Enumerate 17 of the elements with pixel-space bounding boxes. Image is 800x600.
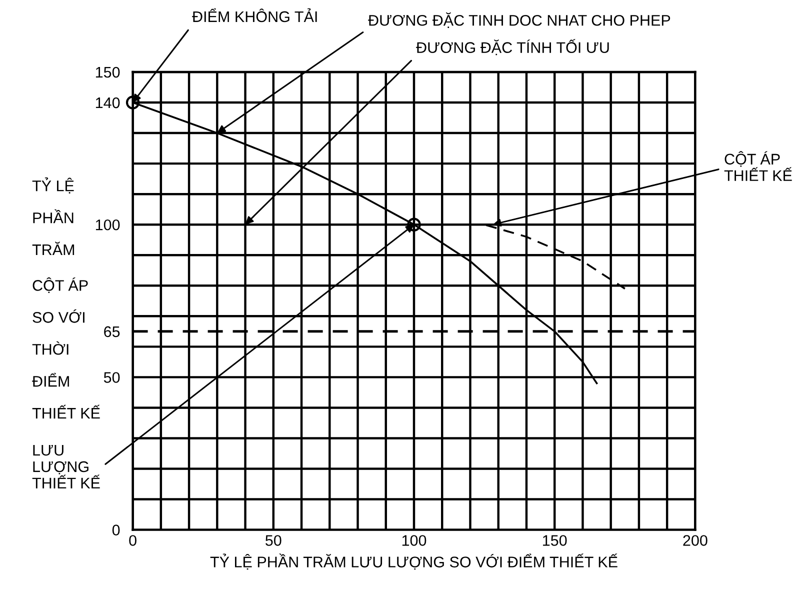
x-tick-label: 0 [129,535,136,546]
annotation: CỘT ÁP THIẾT KẾ [724,151,792,181]
y-tick-label: 0 [112,524,120,536]
y-tick-label: 50 [104,372,120,383]
x-tick-label: 100 [402,535,426,546]
x-tick-label: 200 [683,535,708,546]
x-tick-label: 50 [266,535,282,546]
annotation: ĐIỂM KHÔNG TẢI [192,8,317,22]
annotation: ĐƯƠNG ĐẶC TÍNH TỐI ƯU [416,39,609,56]
y-tick-label: 65 [104,326,120,338]
y-tick-label: 140 [96,97,120,108]
y-tick-label: 150 [96,66,120,78]
x-axis-title: TỶ LỆ PHẦN TRĂM LƯU LƯỢNG SO VỚI ĐIỂM THIẾT KẾ [210,554,618,570]
annotation: ĐƯƠNG ĐẶC TINH DOC NHAT CHO PHEP [368,12,670,28]
y-tick-label: 100 [96,219,120,230]
x-tick-label: 150 [543,535,567,546]
annotation: LƯU LƯỢNG THIẾT KẾ [32,444,100,488]
